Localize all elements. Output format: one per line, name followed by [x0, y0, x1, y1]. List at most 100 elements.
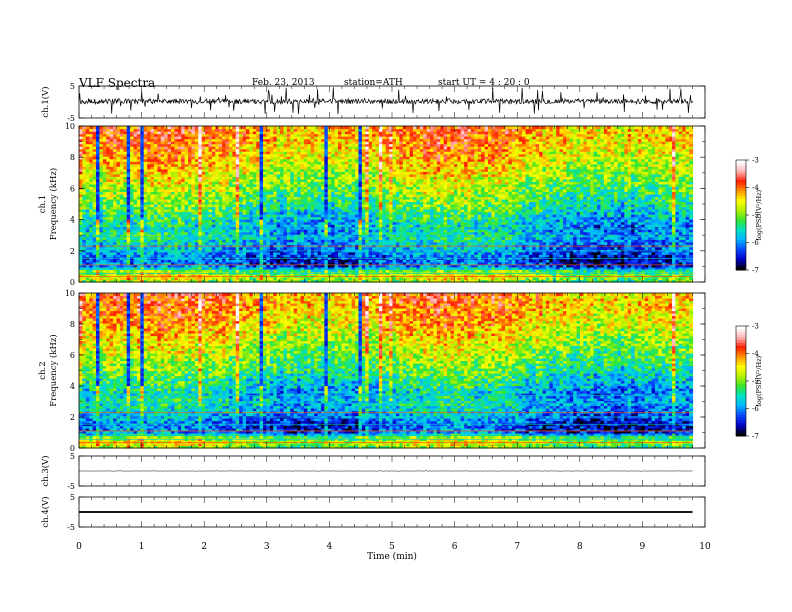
spectrogram-cell — [222, 259, 227, 263]
spectrogram-cell — [153, 188, 158, 193]
spectrogram-cell — [218, 198, 223, 203]
spectrogram-cell — [106, 181, 111, 185]
spectrogram-cell — [201, 153, 206, 157]
spectrogram-cell — [147, 156, 152, 160]
spectrogram-cell — [256, 163, 261, 167]
spectrogram-cell — [222, 206, 227, 210]
spectrogram-cell — [269, 239, 274, 243]
spectrogram-cell — [280, 131, 285, 135]
spectrogram-cell — [327, 229, 332, 233]
spectrogram-cell — [160, 166, 165, 170]
spectrogram-cell — [191, 241, 196, 245]
spectrogram-cell — [113, 188, 118, 193]
spectrogram-cell — [344, 156, 349, 160]
spectrogram-cell — [191, 246, 196, 250]
spectrogram-cell — [211, 143, 216, 147]
spectrogram-cell — [286, 126, 291, 130]
spectrogram-cell — [266, 246, 271, 250]
spectrogram-cell — [109, 138, 114, 142]
spectrogram-cell — [280, 171, 285, 175]
spectrogram-cell — [263, 126, 268, 130]
spectrogram-cell — [303, 219, 308, 223]
spectrogram-cell — [89, 239, 94, 243]
spectrogram-cell — [310, 128, 315, 132]
spectrogram-cell — [341, 214, 346, 218]
spectrogram-cell — [242, 201, 247, 205]
spectrogram-cell — [307, 186, 312, 190]
spectrogram-cell — [286, 259, 291, 263]
spectrogram-cell — [143, 128, 148, 132]
spectrogram-cell — [331, 143, 336, 147]
spectrogram-cell — [181, 266, 186, 271]
spectrogram-cell — [191, 221, 196, 225]
spectrogram-cell — [215, 216, 220, 220]
spectrogram-cell — [320, 269, 325, 273]
spectrogram-cell — [140, 211, 145, 215]
spectrogram-cell — [344, 276, 349, 281]
spectrogram-cell — [252, 224, 257, 228]
spectrogram-cell — [201, 173, 206, 177]
spectrogram-cell — [293, 128, 298, 132]
spectrogram-cell — [208, 261, 213, 265]
spectrogram-cell — [232, 264, 237, 268]
spectrogram-cell — [242, 168, 247, 172]
spectrogram-cell — [290, 279, 295, 283]
spectrogram-cell — [290, 229, 295, 233]
spectrogram-cell — [99, 196, 104, 200]
spectrogram-cell — [106, 156, 111, 160]
spectrogram-cell — [150, 188, 155, 193]
spectrogram-cell — [126, 131, 131, 135]
spectrogram-cell — [133, 236, 138, 240]
spectrogram-cell — [280, 181, 285, 185]
spectrogram-cell — [344, 221, 349, 225]
spectrogram-cell — [314, 168, 319, 172]
spectrogram-cell — [341, 133, 346, 137]
spectrogram-cell — [307, 206, 312, 210]
spectrogram-cell — [228, 131, 233, 135]
spectrogram-cell — [252, 279, 257, 283]
spectrogram-cell — [331, 198, 336, 203]
spectrogram-cell — [106, 224, 111, 228]
spectrogram-cell — [174, 151, 179, 155]
spectrogram-cell — [307, 158, 312, 162]
spectrogram-cell — [188, 181, 193, 185]
spectrogram-cell — [344, 161, 349, 165]
spectrogram-cell — [181, 209, 186, 213]
spectrogram-cell — [140, 279, 145, 283]
spectrogram-cell — [344, 279, 349, 283]
spectrogram-cell — [246, 224, 251, 228]
spectrogram-cell — [140, 276, 145, 281]
spectrogram-cell — [102, 151, 107, 155]
spectrogram-cell — [263, 269, 268, 273]
spectrogram-cell — [153, 236, 158, 240]
spectrogram-cell — [109, 234, 114, 238]
spectrogram-cell — [256, 226, 261, 230]
spectrogram-cell — [276, 241, 281, 245]
spectrogram-cell — [116, 211, 121, 215]
spectrogram-cell — [116, 251, 121, 255]
spectrogram-cell — [198, 163, 203, 167]
spectrogram-cell — [280, 261, 285, 265]
spectrogram-cell — [143, 186, 148, 190]
spectrogram-cell — [102, 188, 107, 193]
spectrogram-cell — [167, 138, 172, 142]
spectrogram-cell — [222, 209, 227, 213]
spectrogram-cell — [273, 183, 278, 187]
spectrogram-cell — [126, 161, 131, 165]
spectrogram-cell — [140, 204, 145, 208]
spectrogram-cell — [164, 274, 169, 278]
spectrogram-cell — [341, 143, 346, 147]
spectrogram-cell — [324, 163, 329, 167]
spectrogram-cell — [164, 158, 169, 162]
spectrogram-cell — [208, 131, 213, 135]
spectrogram-cell — [317, 188, 322, 193]
spectrogram-cell — [276, 178, 281, 182]
spectrogram-cell — [109, 206, 114, 210]
spectrogram-cell — [263, 148, 268, 152]
spectrogram-cell — [102, 156, 107, 160]
spectrogram-cell — [211, 196, 216, 200]
spectrogram-cell — [130, 236, 135, 240]
spectrogram-cell — [314, 163, 319, 167]
spectrogram-cell — [273, 236, 278, 240]
spectrogram-cell — [126, 229, 131, 233]
